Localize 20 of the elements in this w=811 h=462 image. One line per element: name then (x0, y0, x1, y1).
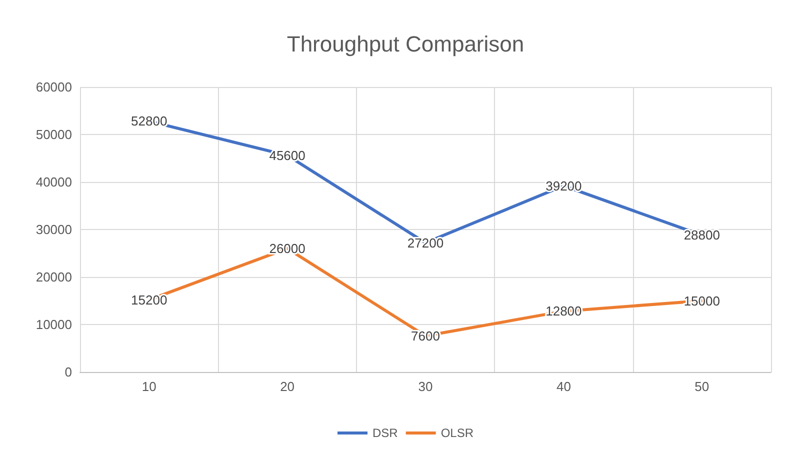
data-label: 27200 (407, 235, 444, 250)
y-tick-label: 40000 (36, 174, 72, 190)
y-tick-label: 60000 (36, 80, 72, 94)
y-tick-label: 20000 (36, 270, 72, 284)
data-label: 52800 (131, 114, 168, 129)
y-tick-label: 10000 (36, 317, 72, 332)
chart-title: Throughput Comparison (286, 32, 524, 56)
x-tick-label: 40 (556, 379, 571, 394)
data-label: 15000 (684, 293, 720, 308)
x-tick-label: 20 (280, 379, 295, 394)
data-label: 15200 (131, 292, 168, 308)
x-tick-label: 50 (694, 379, 710, 394)
data-label: 28800 (684, 228, 720, 243)
x-tick-label: 30 (418, 379, 433, 394)
y-tick-label: 0 (64, 364, 72, 380)
y-tick-label: 30000 (36, 222, 72, 237)
y-tick-label: 50000 (36, 127, 72, 142)
legend-label: OLSR (440, 426, 474, 440)
x-tick-label: 10 (142, 379, 156, 394)
legend-label: DSR (372, 426, 398, 440)
